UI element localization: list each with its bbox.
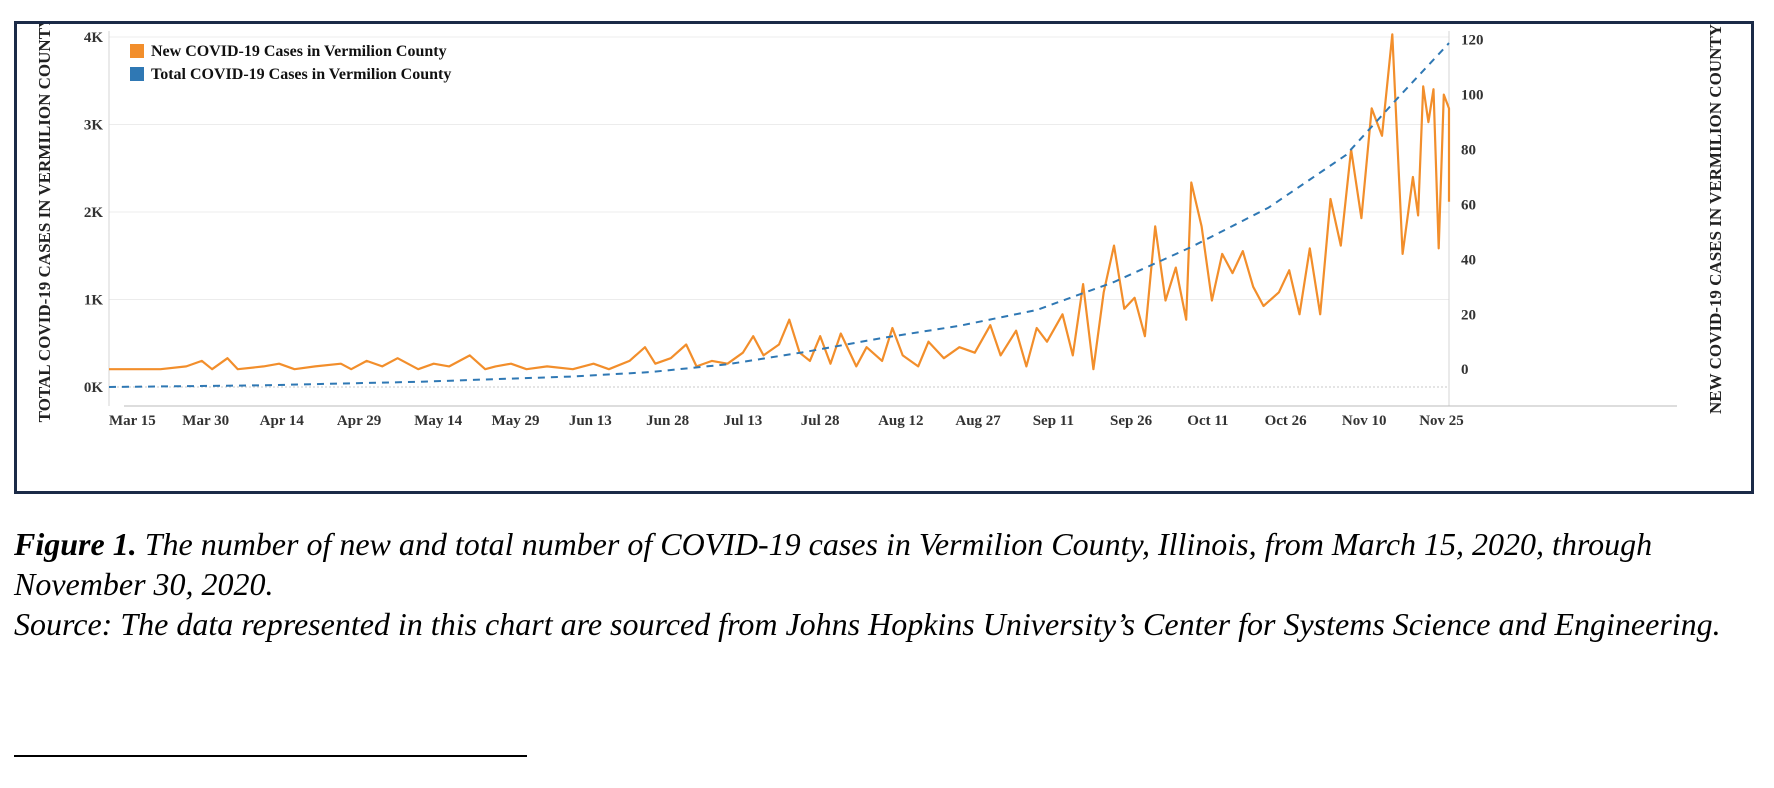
y-right-tick-label: 40	[1461, 252, 1476, 268]
legend-swatch-new-cases	[130, 44, 144, 58]
series-layer	[108, 33, 1451, 388]
legend-label-total-cases: Total COVID-19 Cases in Vermilion County	[151, 66, 451, 83]
x-tick-label: Aug 12	[878, 413, 923, 429]
covid-dual-axis-chart: 0K 1K 2K 3K 4K 0 20 40 60 80 100 120 Mar 15 Mar 30 Apr…	[35, 24, 1725, 429]
x-tick-label: Jul 28	[801, 413, 840, 429]
caption-figure-label: Figure 1.	[14, 526, 137, 562]
caption-figure-line: Figure 1. The number of new and total nu…	[14, 524, 1754, 604]
y-right-tick-label: 120	[1461, 33, 1484, 49]
legend-swatch-total-cases	[130, 67, 144, 81]
caption-source-line: Source: The data represented in this cha…	[14, 606, 1721, 642]
y-left-tick-label: 3K	[84, 118, 104, 134]
y-right-tick-label: 20	[1461, 307, 1476, 323]
x-tick-label: Oct 11	[1187, 413, 1228, 429]
y-right-tick-label: 60	[1461, 197, 1476, 213]
y-left-tick-label: 1K	[84, 293, 104, 309]
x-tick-label: Mar 30	[182, 413, 229, 429]
x-tick-label: Nov 25	[1419, 413, 1464, 429]
tick-labels: 0K 1K 2K 3K 4K 0 20 40 60 80 100 120 Mar 15 Mar 30 Apr…	[84, 30, 1484, 429]
y-left-tick-label: 4K	[84, 30, 104, 46]
x-tick-label: Sep 11	[1033, 413, 1074, 429]
y-right-tick-label: 80	[1461, 143, 1476, 159]
x-tick-label: Jun 13	[569, 413, 612, 429]
gridlines	[108, 31, 1450, 406]
x-tick-label: May 29	[492, 413, 540, 429]
footnote-rule	[14, 755, 527, 757]
y-left-axis-title: TOTAL COVID-19 CASES IN VERMILION COUNTY	[35, 24, 54, 422]
x-tick-label: Sep 26	[1110, 413, 1153, 429]
y-right-axis-title: NEW COVID-19 CASES IN VERMILION COUNTY	[1706, 24, 1725, 414]
legend: New COVID-19 Cases in Vermilion County T…	[130, 43, 451, 83]
x-tick-label: Jun 28	[646, 413, 689, 429]
legend-label-new-cases: New COVID-19 Cases in Vermilion County	[151, 43, 447, 60]
x-tick-label: Aug 27	[955, 413, 1001, 429]
x-tick-label: Apr 14	[260, 413, 305, 429]
x-tick-label: Nov 10	[1342, 413, 1387, 429]
series-line-new-cases	[109, 33, 1451, 371]
y-left-tick-label: 0K	[84, 380, 104, 396]
y-left-tick-label: 2K	[84, 205, 104, 221]
y-right-tick-label: 0	[1461, 362, 1469, 378]
x-tick-label: Jul 13	[723, 413, 762, 429]
caption-figure-text: The number of new and total number of CO…	[14, 526, 1653, 602]
y-left-title-line1: TOTAL COVID-19 CASES IN VERMILION COUNTY	[35, 24, 54, 422]
y-right-tick-label: 100	[1461, 88, 1484, 104]
x-tick-label: Apr 29	[337, 413, 381, 429]
x-tick-label: Mar 15	[109, 413, 156, 429]
x-tick-label: May 14	[414, 413, 462, 429]
chart-frame: 0K 1K 2K 3K 4K 0 20 40 60 80 100 120 Mar 15 Mar 30 Apr…	[14, 21, 1754, 494]
figure-caption: Figure 1. The number of new and total nu…	[14, 524, 1754, 644]
y-right-title-line1: NEW COVID-19 CASES IN VERMILION COUNTY	[1706, 24, 1725, 414]
series-line-total-cases	[108, 42, 1450, 388]
x-tick-label: Oct 26	[1265, 413, 1308, 429]
